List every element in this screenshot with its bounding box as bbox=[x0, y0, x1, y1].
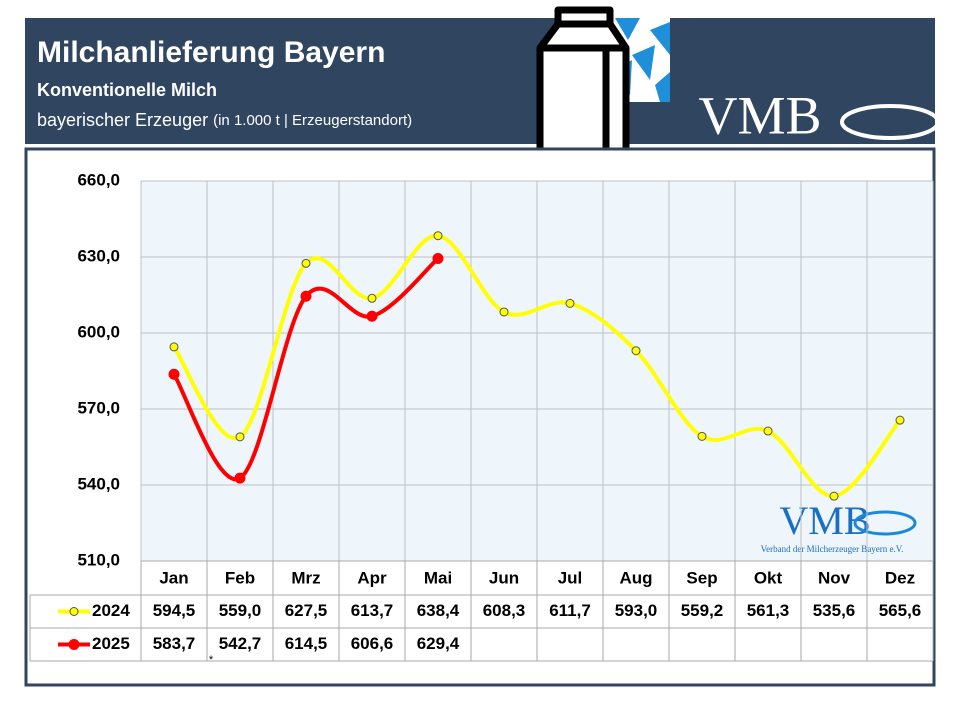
x-tick-label: Nov bbox=[818, 568, 851, 587]
data-label: 535,6 bbox=[813, 601, 856, 620]
x-tick-label: Aug bbox=[619, 568, 652, 587]
note: bayerischer Erzeuger (in 1.000 t | Erzeu… bbox=[37, 110, 412, 130]
point bbox=[565, 298, 575, 308]
point bbox=[367, 293, 377, 303]
point bbox=[301, 258, 311, 268]
point bbox=[829, 491, 839, 501]
watermark-swirl bbox=[853, 510, 917, 536]
point bbox=[631, 346, 641, 356]
data-label: 611,7 bbox=[549, 601, 591, 620]
point bbox=[433, 231, 443, 241]
subtitle: Konventionelle Milch bbox=[37, 80, 217, 100]
data-label: 561,3 bbox=[747, 601, 790, 620]
data-label: 583,7 bbox=[153, 634, 196, 653]
point bbox=[499, 307, 509, 317]
point bbox=[697, 431, 707, 441]
y-tick-label: 510,0 bbox=[77, 550, 120, 569]
x-tick-label: Feb bbox=[225, 568, 255, 587]
point bbox=[235, 432, 245, 442]
y-tick-label: 660,0 bbox=[77, 170, 120, 189]
footnote: * bbox=[209, 654, 214, 666]
data-label: 638,4 bbox=[417, 601, 460, 620]
x-tick-label: Jun bbox=[489, 568, 519, 587]
legend-marker bbox=[69, 607, 79, 616]
milk-carton bbox=[536, 6, 630, 168]
x-tick-label: Mai bbox=[424, 568, 452, 587]
data-label: 606,6 bbox=[351, 634, 394, 653]
point bbox=[234, 472, 246, 484]
y-tick-label: 630,0 bbox=[77, 246, 120, 265]
note-unit: (in 1.000 t | Erzeugerstandort) bbox=[213, 112, 412, 129]
point bbox=[763, 426, 773, 436]
x-tick-label: Jan bbox=[159, 568, 188, 587]
header-band bbox=[25, 18, 935, 144]
data-label: 608,3 bbox=[483, 601, 526, 620]
y-tick-label: 600,0 bbox=[77, 322, 120, 341]
x-tick-label: Mrz bbox=[291, 568, 320, 587]
note-main: bayerischer Erzeuger bbox=[37, 110, 208, 130]
x-tick-label: Okt bbox=[754, 568, 783, 587]
legend-marker bbox=[68, 639, 80, 650]
point bbox=[895, 415, 905, 425]
x-tick-label: Jul bbox=[558, 568, 583, 587]
point bbox=[300, 290, 312, 302]
logo: VMB bbox=[698, 85, 821, 145]
x-tick-label: Dez bbox=[885, 568, 915, 587]
data-label: 613,7 bbox=[351, 601, 394, 620]
data-label: 559,2 bbox=[681, 601, 724, 620]
watermark-text: Verband der Milcherzeuger Bayern e.V. bbox=[761, 544, 904, 554]
series-line bbox=[172, 257, 440, 482]
logo-swirl bbox=[840, 104, 940, 140]
data-label: 627,5 bbox=[285, 601, 328, 620]
y-tick-label: 540,0 bbox=[77, 474, 120, 493]
legend-label: 2025 bbox=[92, 634, 130, 653]
data-label: 559,0 bbox=[219, 601, 262, 620]
point bbox=[366, 310, 378, 322]
x-tick-label: Apr bbox=[357, 568, 387, 587]
data-label: 565,6 bbox=[879, 601, 922, 620]
y-tick-label: 570,0 bbox=[77, 398, 120, 417]
legend-label: 2024 bbox=[92, 601, 130, 620]
point bbox=[169, 342, 179, 352]
data-label: 593,0 bbox=[615, 601, 658, 620]
data-label: 614,5 bbox=[285, 634, 328, 653]
title: Milchanlieferung Bayern bbox=[37, 36, 385, 69]
data-label: 594,5 bbox=[153, 601, 196, 620]
point bbox=[432, 253, 444, 265]
data-label: 542,7 bbox=[219, 634, 262, 653]
series-line bbox=[172, 233, 902, 499]
point bbox=[168, 368, 180, 380]
data-label: 629,4 bbox=[417, 634, 460, 653]
x-tick-label: Sep bbox=[686, 568, 717, 587]
